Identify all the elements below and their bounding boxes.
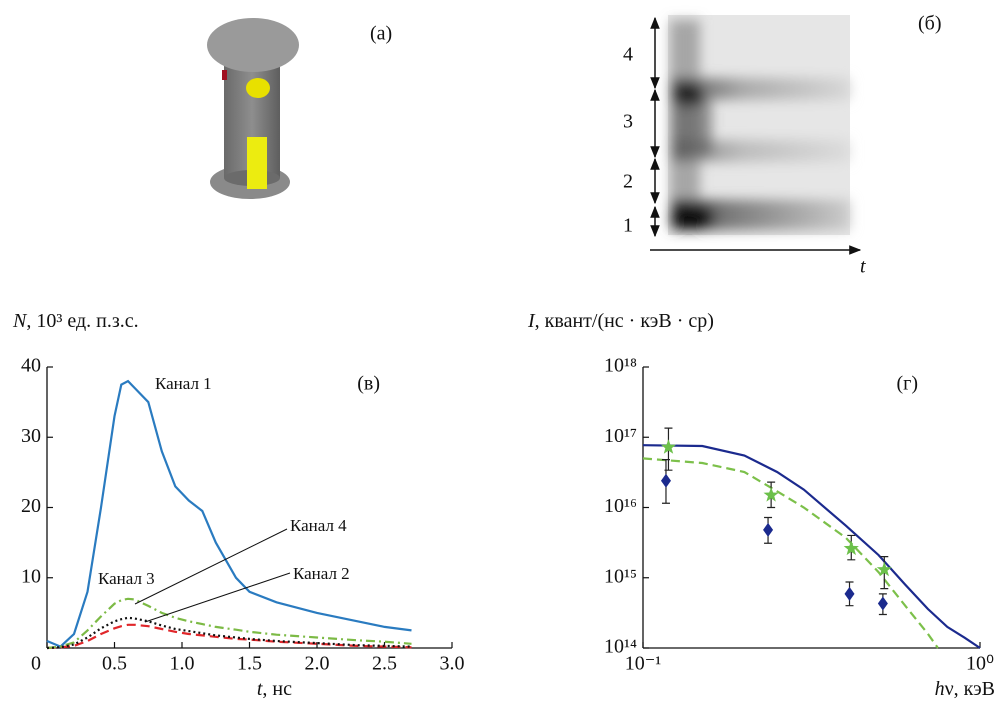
data-point (660, 473, 671, 488)
data-point (877, 596, 888, 611)
label-part: , 10³ ед. п.з.с. (26, 310, 138, 332)
x-tick-label: 1.0 (170, 653, 195, 675)
y-axis-label: I, квант/(нс · кэВ · ср) (527, 310, 714, 332)
label-part: , нс (262, 678, 292, 700)
series-annotation: Канал 3 (98, 569, 155, 588)
x-tick-label: 1.5 (237, 653, 262, 675)
x-axis-label: t, нс (257, 678, 292, 700)
x-tick-label: 3.0 (440, 653, 465, 675)
band-label: 1 (623, 215, 633, 237)
band-label: 2 (623, 171, 633, 193)
x-tick-label: 0.5 (102, 653, 127, 675)
panel-label: (б) (918, 13, 942, 35)
label-part: , квант/(нс · кэВ · ср) (535, 310, 714, 332)
red-detail (222, 70, 227, 80)
annotation-leader (134, 528, 288, 605)
y-tick-label: 30 (21, 425, 41, 447)
panel-label: (в) (357, 373, 380, 395)
data-point (660, 439, 677, 454)
y-tick-label: 10¹⁷ (604, 425, 637, 447)
series-line (46, 623, 412, 650)
panel-label: (а) (370, 23, 392, 45)
data-point (844, 586, 855, 601)
annotation-leader (144, 572, 291, 623)
data-point (763, 522, 774, 537)
y-tick-label: 10 (21, 565, 41, 587)
yellow-window (246, 78, 270, 98)
band-label: 4 (623, 44, 633, 66)
top-disk (207, 18, 299, 72)
x-tick-label: 2.0 (305, 653, 330, 675)
yellow-slot (247, 137, 267, 189)
y-tick-label: 10¹⁶ (604, 495, 637, 517)
data-point (843, 540, 859, 556)
x-axis-label: hν, кэВ (935, 678, 995, 700)
series-line (642, 457, 939, 649)
series-annotation: Канал 4 (290, 516, 347, 535)
y-tick-label: 20 (21, 495, 41, 517)
y-tick-label: 10¹⁸ (604, 355, 637, 377)
y-tick-label: 10¹⁵ (604, 565, 637, 587)
series-line (46, 616, 412, 650)
label-part: h (935, 678, 945, 700)
band-label: 3 (623, 111, 633, 133)
panel-a: (а) (207, 18, 392, 199)
label-part: I (527, 310, 536, 332)
panel-label: (г) (896, 373, 918, 395)
series-line (46, 597, 412, 650)
data-point (763, 487, 779, 502)
data-point (876, 561, 892, 577)
y-axis-label: N, 10³ ед. п.з.с. (12, 310, 139, 332)
label-part: N (12, 310, 28, 332)
x-tick-label: 10⁻¹ (625, 653, 662, 675)
x-tick-label: 10⁰ (966, 653, 994, 675)
series-annotation: Канал 2 (293, 564, 350, 583)
series-line (642, 444, 981, 649)
x-tick-label: 2.5 (372, 653, 397, 675)
x-tick-label: 0 (31, 653, 41, 675)
axis-label: t (860, 256, 866, 278)
panel-b: 4 3 2 1 t (б) (623, 13, 942, 278)
y-tick-label: 10¹⁴ (604, 636, 637, 658)
label-part: ν, кэВ (945, 678, 995, 700)
y-tick-label: 40 (21, 355, 41, 377)
series-line (46, 379, 412, 648)
series-annotation: Канал 1 (155, 374, 212, 393)
label-part: t (257, 678, 263, 700)
